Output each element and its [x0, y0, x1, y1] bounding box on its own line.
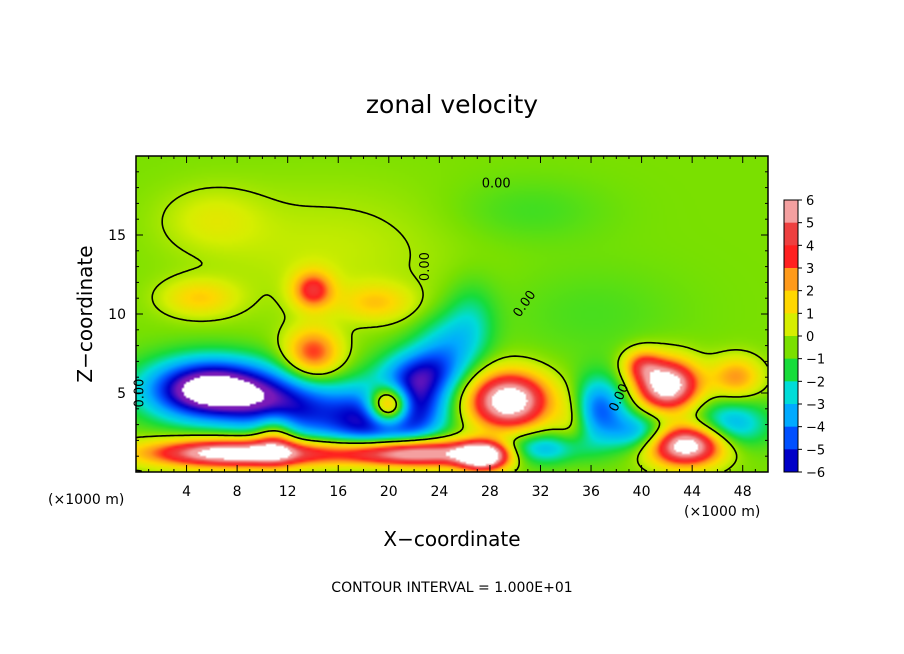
x-tick-label: 48: [734, 484, 752, 500]
x-tick-label: 36: [582, 484, 600, 500]
plot-area: 0.000.000.000.00 0.00 4 8 12 16 20 24 28 32 36 40 4…: [108, 155, 769, 500]
colorbar-swatch: [784, 358, 798, 382]
colorbar-label: 0: [806, 330, 814, 345]
contour-lines: [136, 186, 768, 472]
colorbar-label: 6: [806, 194, 814, 209]
colorbar-label: −5: [806, 443, 825, 458]
contour-label: 0.00: [482, 177, 511, 192]
colorbar-swatch: [784, 313, 798, 337]
y-tick-label: 5: [117, 386, 126, 402]
colorbar: 6 5 4 3 2 1 0 −1 −2 −3 −4 −5 −6: [783, 194, 825, 481]
colorbar-swatch: [784, 426, 798, 450]
colorbar-label: 3: [806, 262, 814, 277]
contour-interval-note: CONTOUR INTERVAL = 1.000E+01: [331, 580, 572, 596]
y-tick-label: 10: [108, 307, 126, 323]
colorbar-swatch: [784, 245, 798, 269]
colorbar-label: −4: [806, 421, 825, 436]
colorbar-label: −6: [806, 466, 825, 481]
x-tick-label: 28: [481, 484, 499, 500]
colorbar-label: 5: [806, 217, 814, 232]
y-axis-label: Z−coordinate: [73, 245, 97, 382]
colorbar-label: −3: [806, 398, 825, 413]
x-tick-label: 24: [430, 484, 448, 500]
colorbar-label: 2: [806, 285, 814, 300]
colorbar-swatch: [784, 200, 798, 224]
x-axis-ticks: 4 8 12 16 20 24 28 32 36 40 44 48: [148, 156, 756, 500]
x-tick-label: 44: [683, 484, 701, 500]
x-unit-right: (×1000 m): [684, 504, 760, 520]
colorbar-swatch: [784, 336, 798, 360]
colorbar-label: −2: [806, 375, 825, 390]
heatmap-field: [136, 156, 768, 472]
colorbar-swatch: [784, 381, 798, 405]
colorbar-swatch: [784, 268, 798, 292]
colorbar-swatch: [784, 222, 798, 246]
x-tick-label: 4: [182, 484, 191, 500]
x-tick-label: 16: [329, 484, 347, 500]
contour-label: 0.00: [418, 252, 433, 281]
x-tick-label: 20: [380, 484, 398, 500]
x-tick-label: 8: [233, 484, 242, 500]
colorbar-swatch: [784, 449, 798, 473]
x-tick-label: 12: [279, 484, 297, 500]
contour-line-zero: [136, 186, 768, 472]
colorbar-swatch: [784, 404, 798, 428]
y-tick-label: 15: [108, 228, 126, 244]
x-unit-left: (×1000 m): [48, 492, 124, 508]
colorbar-label: 1: [806, 307, 814, 322]
colorbar-label: −1: [806, 353, 825, 368]
colorbar-swatch: [784, 290, 798, 314]
colorbar-label: 4: [806, 239, 814, 254]
y-axis-ticks: 5 10 15: [108, 171, 768, 457]
x-tick-label: 40: [633, 484, 651, 500]
x-axis-label: X−coordinate: [383, 527, 520, 551]
x-tick-label: 32: [532, 484, 550, 500]
chart-title: zonal velocity: [366, 90, 538, 119]
